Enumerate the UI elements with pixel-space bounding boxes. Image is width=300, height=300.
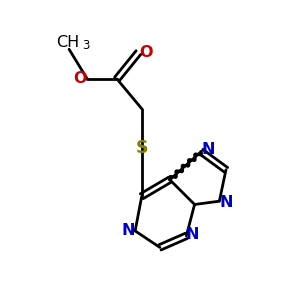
Text: N: N [220,195,233,210]
Text: CH: CH [56,34,79,50]
Text: O: O [73,71,87,86]
Text: N: N [202,142,215,157]
Text: O: O [139,45,152,60]
Text: N: N [185,227,199,242]
Text: N: N [121,224,135,238]
Text: 3: 3 [82,40,90,52]
Text: S: S [136,139,148,157]
